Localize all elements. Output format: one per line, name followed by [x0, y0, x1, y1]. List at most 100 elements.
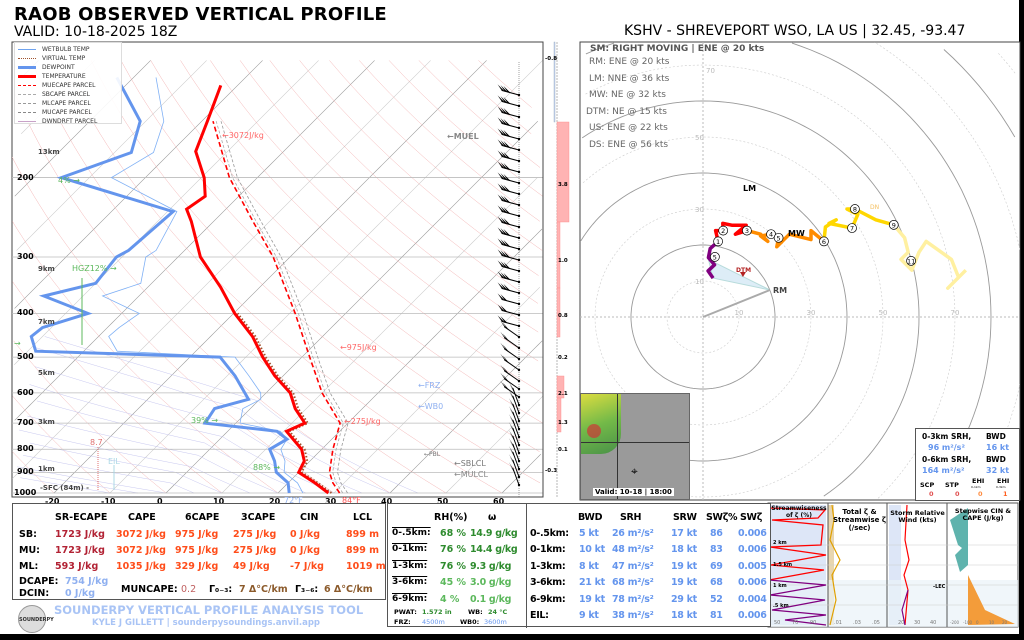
legend-label: SBCAPE PARCEL — [42, 91, 90, 98]
hodo-ring — [630, 244, 776, 390]
barb-flag — [500, 140, 508, 147]
ring-label: 70 — [706, 67, 715, 75]
height-label: -SFC (84m) - — [40, 484, 90, 492]
barb-flag — [503, 129, 511, 137]
mixing-ratio-value: 0.1 g/kg — [470, 593, 512, 605]
storm-motion-lm: LM: NNE @ 36 kts — [589, 74, 670, 84]
column-value: 1.3 — [558, 420, 568, 426]
dry-adiabat — [210, 60, 539, 362]
moist-adiabat — [44, 336, 419, 494]
storm-motion-ds: DS: ENE @ 56 kts — [589, 140, 669, 150]
barb-dot — [517, 181, 521, 185]
thermo-header: 6CAPE — [185, 512, 220, 523]
pressure-label: 800 — [17, 444, 34, 454]
thermo-value: 0 J/kg — [290, 545, 321, 556]
eil-annotation: EIL — [108, 457, 120, 466]
height-marker-label: 11 — [907, 257, 915, 265]
wind-barb — [497, 106, 521, 119]
temp-tick-label: 30 — [325, 497, 337, 506]
thermo-value: 899 m — [346, 529, 380, 540]
legend-item: MUCAPE PARCEL — [18, 108, 118, 117]
legend-swatch — [18, 75, 36, 78]
barb-flag — [500, 272, 508, 279]
table-divider — [526, 504, 527, 628]
dcin-value: 0 J/kg — [65, 588, 96, 599]
barb-flag — [503, 173, 511, 181]
height-label: 7km — [38, 318, 55, 326]
barb-flag — [497, 238, 505, 246]
thermo-header: SR-ECAPE — [55, 512, 108, 523]
height-marker — [888, 219, 899, 230]
moisture-row-label: 0-.5km: — [392, 528, 431, 538]
wind-barb — [508, 438, 521, 463]
wind-barb — [497, 150, 521, 163]
moist-adiabat — [29, 384, 335, 494]
kinematics-value: 47 m²/s² — [612, 560, 654, 572]
sr-wind-title: Storm Relative Wind (kts) — [890, 509, 945, 524]
kinematics-value: 9 kt — [579, 610, 599, 621]
isotherm — [165, 120, 539, 494]
barb-dot — [517, 302, 521, 306]
dry-adiabat — [388, 60, 543, 197]
station-info: KSHV - SHREVEPORT WSO, LA US | 32.45, -9… — [624, 23, 966, 39]
height-marker-label: 2 — [721, 227, 725, 235]
height-marker — [819, 236, 829, 247]
dry-adiabat — [120, 60, 540, 452]
barb-dot — [517, 93, 521, 97]
legend-item: DEWPOINT — [18, 63, 118, 72]
barb-flag — [502, 333, 510, 342]
dcape-value: 754 J/kg — [65, 576, 109, 587]
barb-flag — [503, 217, 511, 225]
barb-flag — [497, 117, 505, 125]
legend-label: DWNDRFT PARCEL — [42, 118, 98, 125]
legend-item: MLCAPE PARCEL — [18, 99, 118, 108]
barb-flag — [509, 400, 515, 410]
thermo-value: 49 J/kg — [233, 561, 270, 572]
temp-tick-label: 50 — [437, 497, 449, 506]
legend-item: SBCAPE PARCEL — [18, 90, 118, 99]
pressure-label: 700 — [17, 418, 34, 428]
height-label: 3km — [38, 418, 55, 426]
isotherm — [14, 60, 263, 309]
height-marker-label: 3 — [745, 227, 749, 235]
wind-barb — [508, 462, 521, 487]
sounderpy-logo: SOUNDERPY — [18, 605, 54, 633]
temp-tick-label: 20 — [269, 497, 281, 506]
thermo-header: CIN — [300, 512, 319, 523]
radar-echo — [581, 394, 621, 454]
moist-adiabat — [23, 455, 195, 494]
pwat-label: PWAT: — [394, 608, 417, 616]
wind-barb — [497, 227, 521, 240]
barb-dot — [517, 379, 521, 383]
stp-label: STP — [945, 481, 959, 489]
dry-adiabat — [13, 340, 167, 494]
kinematics-value: 18 kt — [671, 544, 697, 556]
barb-flag — [500, 353, 507, 362]
barb-flag — [503, 96, 511, 104]
kinematics-row-label: 6-9km: — [530, 593, 566, 605]
height-label: 1 km — [773, 583, 787, 589]
barb-flag — [503, 283, 511, 291]
barb-flag — [508, 414, 514, 423]
barb-flag — [508, 422, 514, 431]
barb-flag — [497, 194, 505, 202]
barb-flag — [509, 392, 515, 402]
legend-item: DWNDRFT PARCEL — [18, 117, 118, 126]
legend-label: TEMPERATURE — [42, 73, 86, 80]
barb-dot — [517, 159, 521, 163]
wind-barb — [497, 95, 521, 108]
column-bar — [556, 121, 570, 223]
barb-flag — [500, 107, 508, 114]
legend-item: WETBULB TEMP — [18, 45, 118, 54]
barb-dot — [517, 291, 521, 295]
wind-barb — [497, 161, 521, 174]
rh900-annotation: 88% → — [253, 463, 281, 472]
barb-flag — [497, 249, 505, 257]
barb-flag — [509, 416, 515, 426]
barb-flag — [502, 382, 510, 391]
barb-flag — [508, 462, 514, 471]
height-marker-label: 6 — [822, 238, 826, 246]
temperature-trace — [184, 84, 330, 495]
ehi1-label: EHI — [972, 477, 985, 485]
pressure-label: 500 — [17, 352, 34, 362]
